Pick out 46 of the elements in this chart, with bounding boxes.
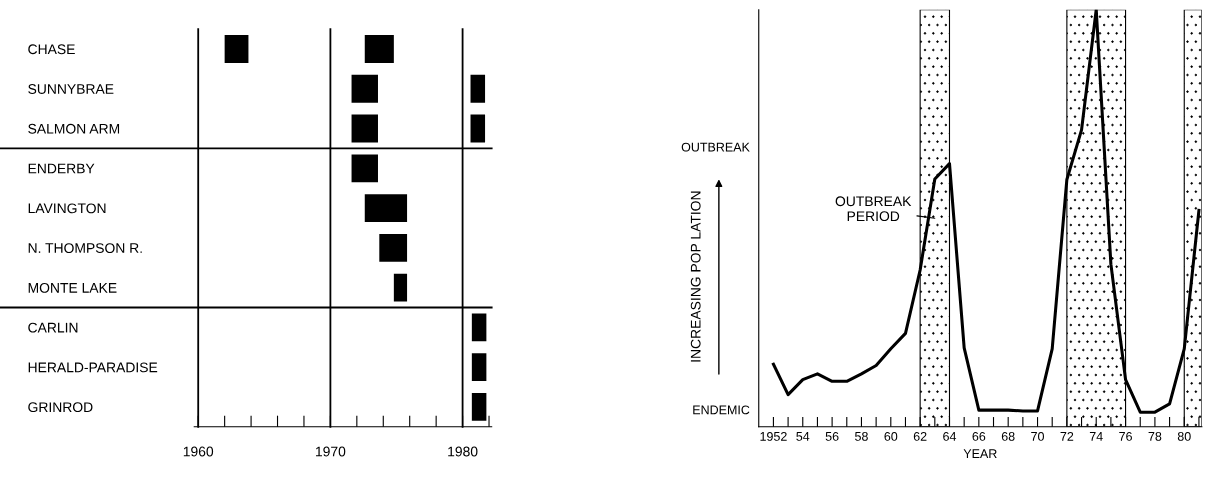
bar — [351, 114, 378, 143]
y-tick-label: CHASE — [28, 44, 75, 55]
x-tick-label: 56 — [825, 431, 839, 441]
x-tick-label: 1980 — [448, 446, 478, 457]
y-tick-label: CARLIN — [28, 322, 78, 333]
bar — [470, 114, 486, 143]
y-tick-label: ENDERBY — [28, 163, 95, 174]
bar — [364, 194, 408, 222]
x-tick-label: 54 — [796, 432, 810, 441]
x-tick-label: 1960 — [183, 446, 214, 457]
bar — [471, 393, 487, 421]
bar — [351, 154, 378, 183]
y-tick-label: HERALD-PARADISE — [28, 362, 158, 373]
y-tick-label: SUNNYBRAE — [28, 84, 114, 94]
x-tick-label: 1952 — [760, 431, 787, 441]
x-tick-label: 68 — [1001, 431, 1015, 441]
x-tick-label: 1970 — [316, 446, 346, 457]
x-tick-label: 66 — [972, 431, 986, 441]
x-tick-label: 80 — [1177, 431, 1191, 441]
x-tick-label: 76 — [1119, 431, 1132, 441]
bar — [393, 273, 408, 302]
bar — [379, 233, 408, 262]
bar — [364, 35, 394, 63]
y-tick-label: LAVINGTON — [28, 203, 106, 214]
y-tick-label: MONTE LAKE — [28, 282, 117, 293]
x-tick-label: 58 — [855, 431, 868, 441]
x-tick-label: 70 — [1031, 431, 1044, 441]
bar — [471, 353, 487, 382]
x-tick-label: 78 — [1148, 431, 1162, 441]
x-tick-label: 72 — [1060, 431, 1074, 441]
annotation: OUTBREAK PERIOD — [835, 196, 912, 222]
y-tick-label: GRINROD — [28, 402, 93, 413]
text: ENDEMIC — [693, 405, 750, 415]
bar — [470, 74, 486, 103]
bar — [471, 313, 487, 342]
x-axis-title: YEAR — [963, 449, 997, 458]
text: OUTBREAK — [681, 142, 750, 152]
bar — [351, 74, 378, 103]
x-tick-label: 62 — [913, 431, 927, 441]
y-tick-label: N. THOMPSON R. — [28, 243, 142, 253]
x-tick-label: 64 — [943, 431, 957, 441]
y-tick-label: SALMON ARM — [28, 123, 120, 134]
y-axis-title: INCREASING POP LATION — [690, 191, 701, 362]
x-tick-label: 74 — [1089, 432, 1103, 441]
bar — [224, 35, 249, 63]
x-tick-label: 60 — [884, 431, 898, 441]
